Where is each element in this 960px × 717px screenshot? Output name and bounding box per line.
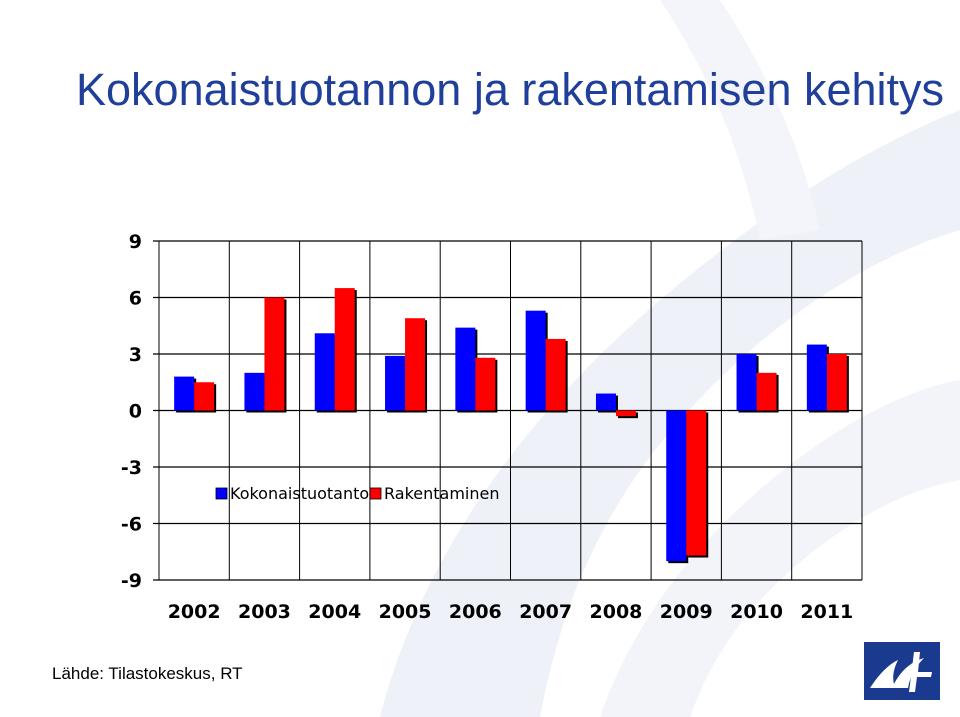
y-tick-label: -9 — [121, 570, 142, 592]
x-tick-label: 2002 — [168, 601, 221, 623]
chart-grid — [153, 240, 863, 581]
bar-rakentaminen-2007 — [545, 338, 566, 411]
chart-bars — [174, 288, 849, 564]
bar-kokonaistuotanto-2008 — [595, 393, 616, 411]
bar-rakentaminen-2010 — [756, 372, 777, 411]
bar-rakentaminen-2006 — [475, 357, 496, 411]
x-axis-ticks: 2002 2003 2004 2005 2006 2007 2008 2009 2010 2011 — [168, 601, 854, 623]
bar-rakentaminen-2004 — [334, 288, 355, 411]
y-tick-label: -6 — [121, 514, 142, 536]
y-tick-label: -3 — [121, 457, 142, 479]
bar-rakentaminen-2009 — [686, 410, 707, 556]
x-tick-label: 2009 — [660, 601, 713, 623]
bar-kokonaistuotanto-2007 — [525, 310, 546, 411]
x-tick-label: 2007 — [519, 601, 572, 623]
bar-rakentaminen-2003 — [264, 297, 285, 411]
bar-rakentaminen-2002 — [194, 382, 215, 411]
bar-rakentaminen-2005 — [405, 318, 426, 411]
x-tick-label: 2011 — [800, 601, 853, 623]
bar-kokonaistuotanto-2003 — [244, 372, 265, 411]
y-tick-label: 9 — [129, 231, 142, 253]
legend-swatch-rakentaminen — [369, 487, 382, 500]
source-note: Lähde: Tilastokeskus, RT — [52, 664, 243, 683]
y-tick-label: 3 — [129, 344, 142, 366]
legend-label-rakentaminen: Rakentaminen — [384, 484, 499, 503]
bar-kokonaistuotanto-2002 — [174, 376, 195, 411]
x-tick-label: 2005 — [379, 601, 432, 623]
bar-kokonaistuotanto-2006 — [455, 327, 476, 411]
bar-kokonaistuotanto-2011 — [806, 344, 827, 411]
chart-legend: Kokonaistuotanto Rakentaminen — [215, 484, 499, 503]
x-tick-label: 2006 — [449, 601, 502, 623]
legend-swatch-kokonaistuotanto — [215, 487, 228, 500]
x-tick-label: 2003 — [238, 601, 291, 623]
bar-rakentaminen-2008 — [615, 410, 636, 417]
legend-label-kokonaistuotanto: Kokonaistuotanto — [230, 484, 369, 503]
bar-kokonaistuotanto-2004 — [314, 333, 335, 411]
x-tick-label: 2004 — [308, 601, 361, 623]
bar-rakentaminen-2011 — [826, 354, 847, 411]
y-axis-ticks: 9 6 3 0 -3 -6 -9 — [121, 231, 142, 592]
rt-logo-icon — [864, 642, 940, 700]
bar-kokonaistuotanto-2005 — [385, 355, 406, 411]
y-tick-label: 6 — [129, 288, 142, 310]
bar-kokonaistuotanto-2010 — [736, 354, 757, 411]
page-title: Kokonaistuotannon ja rakentamisen kehity… — [76, 64, 945, 115]
bar-kokonaistuotanto-2009 — [666, 410, 687, 562]
x-tick-label: 2010 — [730, 601, 783, 623]
x-tick-label: 2008 — [590, 601, 643, 623]
y-tick-label: 0 — [129, 401, 142, 423]
